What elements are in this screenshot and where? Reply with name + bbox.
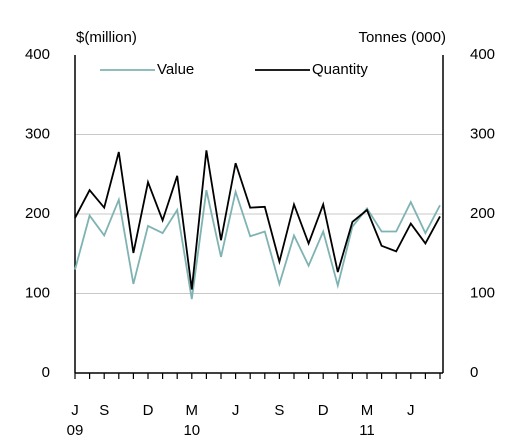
- legend-label: Quantity: [312, 61, 368, 78]
- y-tick-label: 400: [25, 46, 50, 63]
- x-year-label: 10: [183, 422, 200, 439]
- x-tick-label: S: [274, 402, 284, 419]
- legend-bg: [98, 61, 218, 79]
- x-tick-label: M: [361, 402, 374, 419]
- y2-tick-label: 300: [470, 125, 495, 142]
- x-tick-label: J: [232, 402, 240, 419]
- y2-tick-label: 200: [470, 205, 495, 222]
- series-line: [74, 150, 441, 290]
- y2-tick-label: 100: [470, 284, 495, 301]
- x-year-label: 11: [359, 422, 375, 439]
- y2-tick-label: 400: [470, 46, 495, 63]
- y-tick-label: 200: [25, 205, 50, 222]
- x-tick-label: M: [186, 402, 199, 419]
- y-axis-label: $(million): [76, 29, 137, 46]
- x-tick-label: J: [407, 402, 415, 419]
- x-tick-label: S: [99, 402, 109, 419]
- y2-axis-label: Tonnes (000): [358, 29, 446, 46]
- y-tick-label: 0: [42, 364, 50, 381]
- legend-label: Value: [157, 61, 194, 78]
- legend-bg: [253, 61, 403, 79]
- y2-tick-label: 0: [470, 364, 478, 381]
- x-year-label: 09: [67, 422, 84, 439]
- x-tick-label: D: [318, 402, 329, 419]
- y-tick-label: 100: [25, 284, 50, 301]
- x-tick-label: J: [71, 402, 79, 419]
- x-tick-label: D: [143, 402, 154, 419]
- series-line: [74, 188, 441, 300]
- y-tick-label: 300: [25, 125, 50, 142]
